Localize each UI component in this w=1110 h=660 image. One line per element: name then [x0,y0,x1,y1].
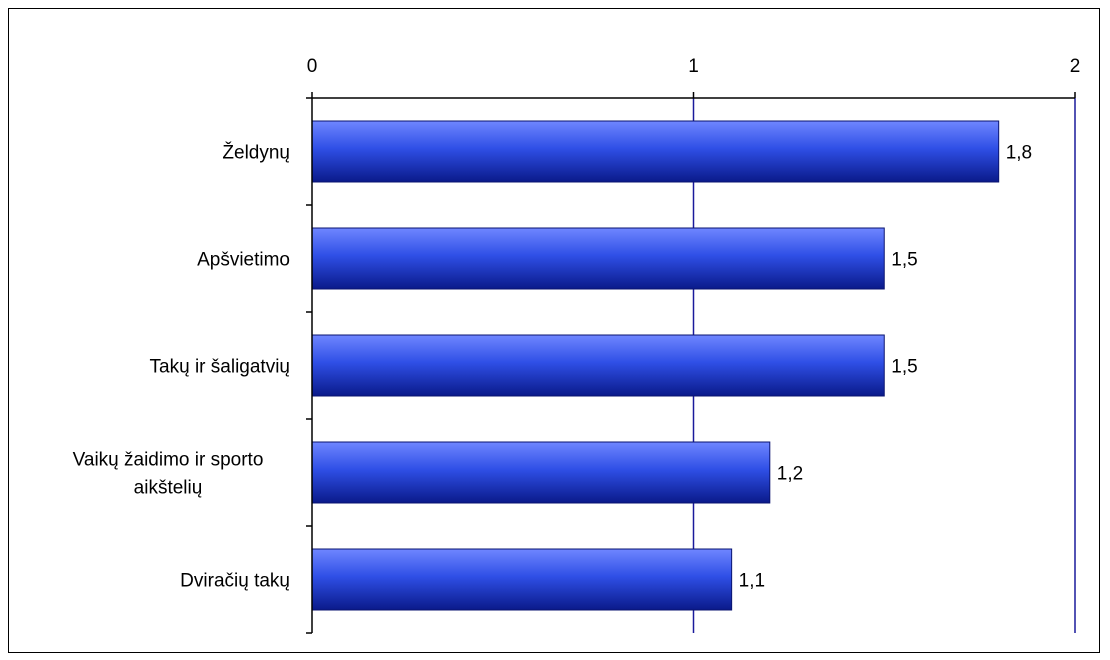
data-label: 1,2 [777,464,803,485]
category-label: Vaikų žaidimo ir sporto aikštelių [73,450,264,499]
data-label: 1,5 [891,357,917,378]
category-label-line: Vaikų žaidimo ir sporto [73,450,264,471]
category-label-line: Želdynų [222,142,290,164]
category-label: Želdynų [222,142,290,164]
bar [312,335,884,396]
x-tick-label: 2 [1070,56,1081,77]
bar [312,121,999,182]
category-label: Apšvietimo [197,250,290,271]
category-label: Dviračių takų [180,571,290,592]
category-label-line: Apšvietimo [197,250,290,271]
data-label: 1,5 [891,250,917,271]
x-tick-label: 0 [307,56,318,77]
category-label-line: aikštelių [134,478,203,499]
category-label-line: Takų ir šaligatvių [150,357,290,378]
category-label: Takų ir šaligatvių [150,357,290,378]
data-label: 1,1 [739,571,765,592]
data-label: 1,8 [1006,143,1032,164]
bar [312,228,884,289]
bar [312,442,770,503]
x-tick-label: 1 [688,56,699,77]
bar [312,549,732,610]
category-label-line: Dviračių takų [180,571,290,592]
